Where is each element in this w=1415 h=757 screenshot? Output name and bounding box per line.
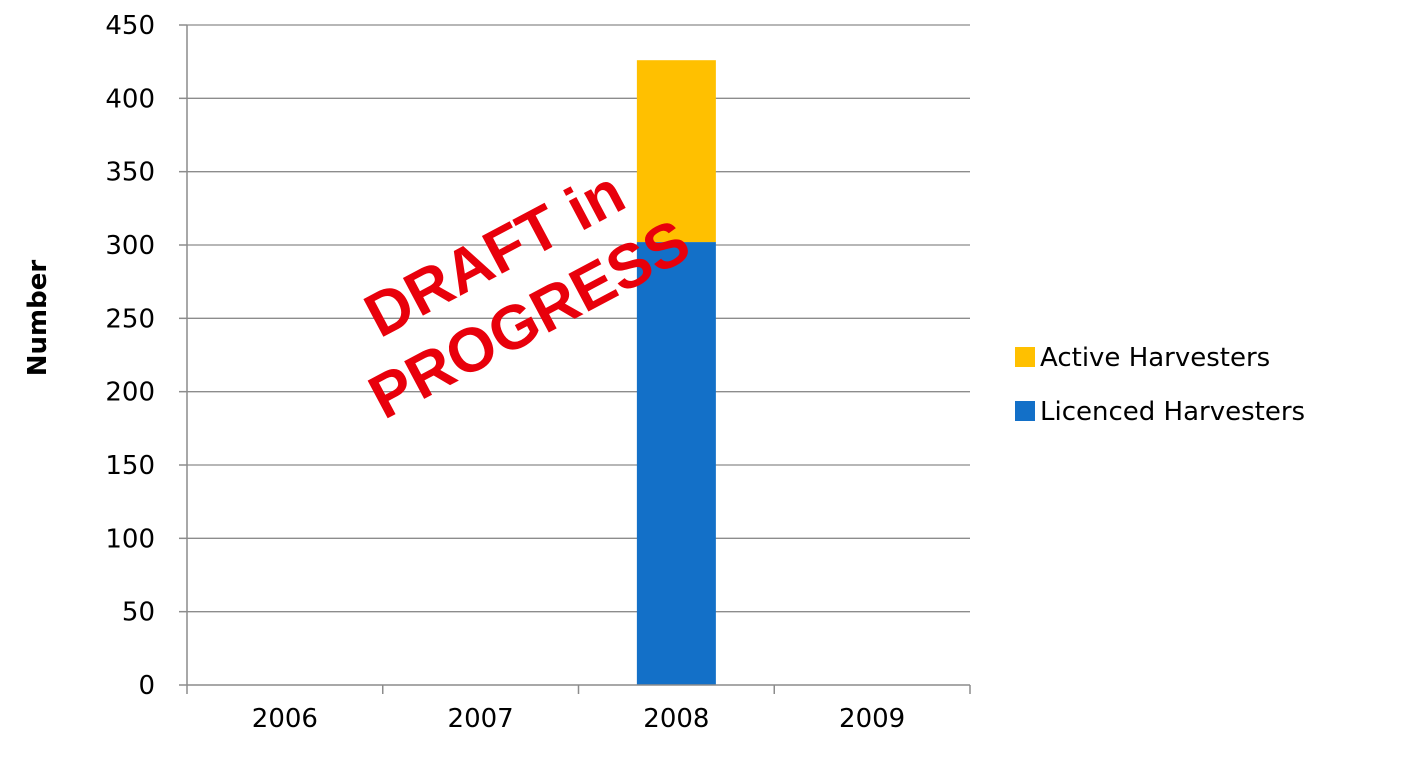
legend-label: Active Harvesters xyxy=(1040,343,1270,373)
axes xyxy=(179,24,971,694)
y-axis-title: Number xyxy=(23,260,53,377)
y-tick-label: 450 xyxy=(105,11,155,41)
x-tick-label: 2009 xyxy=(839,704,905,734)
y-tick-label: 400 xyxy=(105,84,155,114)
x-tick-labels: 2006 2007 2008 2009 xyxy=(252,704,905,734)
x-tick-label: 2008 xyxy=(643,704,709,734)
y-tick-labels: 0 50 100 150 200 250 300 350 400 450 xyxy=(105,11,155,701)
legend: Active Harvesters Licenced Harvesters xyxy=(1015,343,1305,427)
bars xyxy=(636,60,716,686)
y-tick-label: 0 xyxy=(138,671,155,701)
y-tick-label: 50 xyxy=(122,598,155,628)
y-tick-label: 200 xyxy=(105,378,155,408)
legend-swatch xyxy=(1015,347,1035,367)
bar-active-harvesters-2008 xyxy=(636,60,716,243)
y-tick-label: 150 xyxy=(105,451,155,481)
y-tick-label: 100 xyxy=(105,524,155,554)
bar-licenced-harvesters-2008 xyxy=(636,242,716,686)
x-tick-label: 2006 xyxy=(252,704,318,734)
gridlines xyxy=(187,24,970,613)
legend-swatch xyxy=(1015,401,1035,421)
y-tick-label: 350 xyxy=(105,158,155,188)
y-tick-label: 300 xyxy=(105,231,155,261)
legend-label: Licenced Harvesters xyxy=(1040,397,1305,427)
y-tick-label: 250 xyxy=(105,304,155,334)
x-tick-label: 2007 xyxy=(448,704,514,734)
